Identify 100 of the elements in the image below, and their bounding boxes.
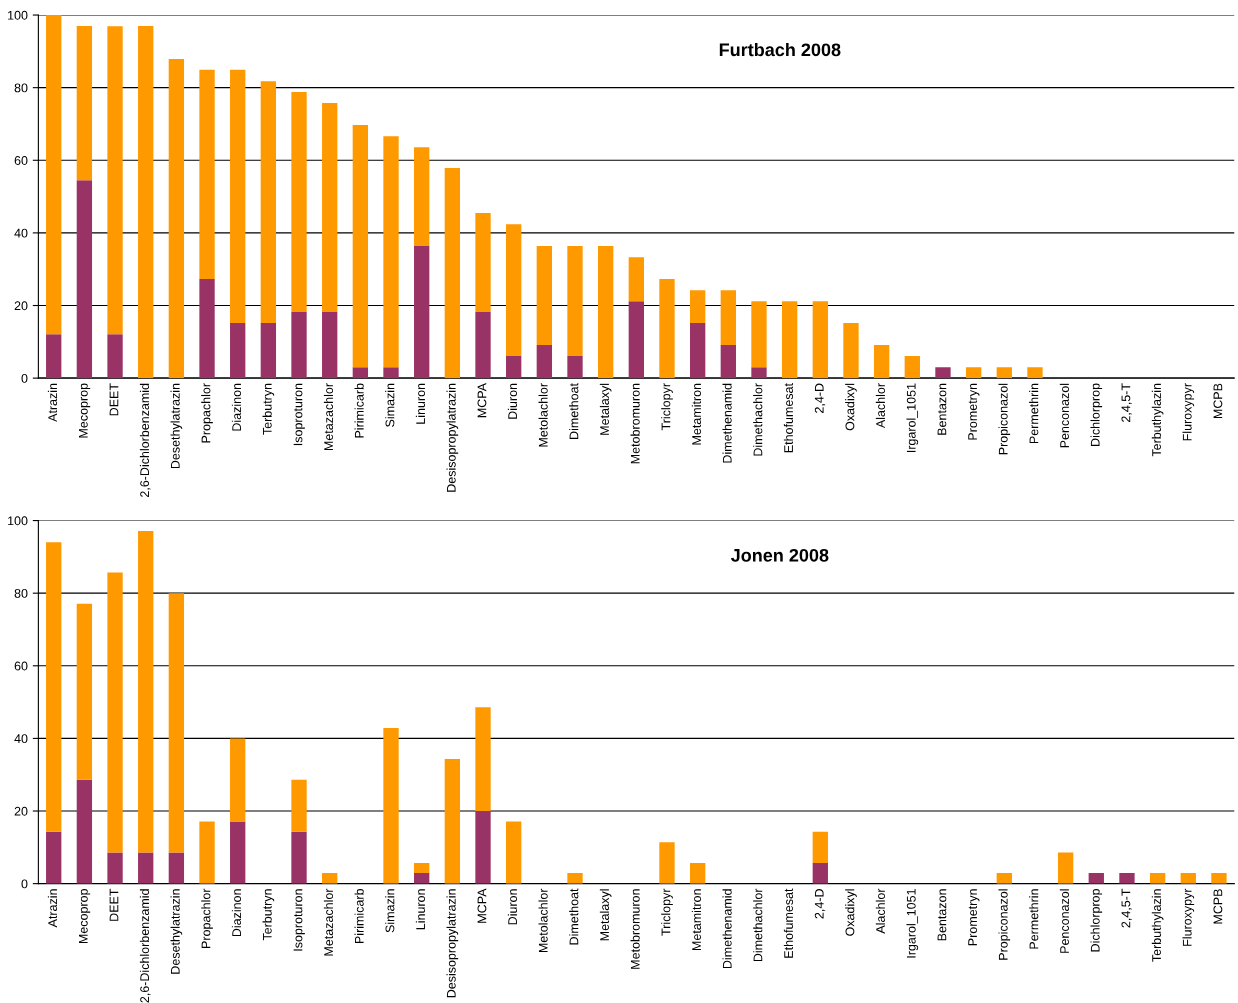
- x-tick-label: MCPB: [1213, 889, 1223, 924]
- x-tick-label: Fluroxypyr: [1182, 888, 1195, 946]
- bar: [1119, 873, 1135, 884]
- bar: [383, 367, 399, 379]
- text: Furtbach 2008: [719, 42, 841, 57]
- bar: [1088, 873, 1104, 884]
- bar: [107, 852, 123, 884]
- x-tick-label: Irgarol_1051: [906, 383, 919, 453]
- bar: [46, 542, 62, 832]
- bar: [506, 224, 522, 356]
- x-tick-label: 2,4,5-T: [1121, 888, 1132, 928]
- bar: [659, 279, 675, 379]
- x-tick-label: Metalaxyl: [599, 383, 612, 435]
- x-tick-label: Terbutryn: [262, 383, 275, 435]
- x-tick-label: Diuron: [507, 383, 518, 419]
- bar: [475, 707, 491, 812]
- bar: [628, 257, 644, 302]
- bar: [414, 862, 430, 874]
- y-tick-label: 80: [14, 588, 28, 598]
- bar: [567, 245, 583, 356]
- x-tick-label: Metamitron: [691, 889, 702, 950]
- bar: [506, 355, 522, 379]
- bar: [1149, 873, 1166, 884]
- bar: [107, 334, 123, 379]
- x-tick-label: Oxadixyl: [845, 889, 857, 936]
- bar: [383, 727, 399, 884]
- bar: [781, 301, 798, 379]
- bar: [873, 345, 890, 379]
- bar: [107, 572, 123, 853]
- bar: [1027, 367, 1043, 379]
- x-tick-label: Isoproturon: [293, 889, 305, 951]
- x-tick-label: Permethrin: [1029, 889, 1039, 949]
- bar: [720, 345, 736, 379]
- x-tick-label: Diuron: [507, 889, 518, 925]
- x-tick-label: Triclopyr: [661, 383, 673, 431]
- bar: [689, 322, 706, 379]
- bar: [812, 301, 828, 379]
- bar: [46, 15, 62, 335]
- bar: [260, 322, 277, 379]
- x-tick-label: DEET: [109, 888, 119, 921]
- bar: [812, 831, 828, 863]
- bar: [107, 26, 123, 335]
- bar: [812, 862, 828, 884]
- bar: [414, 873, 430, 884]
- bar: [567, 873, 583, 884]
- y-tick-label: 100: [8, 516, 28, 526]
- x-tick-label: MCPB: [1213, 383, 1223, 419]
- y-tick-label: 40: [14, 734, 28, 744]
- x-tick-label: Simazin: [385, 383, 395, 427]
- x-tick-label: MCPA: [477, 383, 487, 418]
- bar: [230, 738, 246, 822]
- bar: [383, 136, 399, 368]
- bar: [138, 852, 154, 884]
- y-tick-label: 0: [21, 373, 28, 383]
- x-tick-label: Desethylatrazin: [170, 383, 183, 469]
- y-tick-label: 60: [14, 661, 28, 671]
- x-tick-label: Terbuthylazin: [1151, 889, 1164, 962]
- x-tick-label: Metamitron: [691, 383, 702, 445]
- bar: [199, 69, 215, 280]
- bar: [904, 355, 920, 379]
- x-tick-label: Atrazin: [47, 889, 58, 928]
- bar: [138, 531, 154, 853]
- bar: [76, 25, 93, 181]
- bar: [1180, 873, 1196, 884]
- bar: [352, 125, 369, 368]
- x-tick-label: Propiconazol: [998, 383, 1011, 455]
- bar: [414, 245, 430, 379]
- x-tick-label: Isoproturon: [293, 383, 305, 446]
- bar: [444, 167, 461, 379]
- bar: [291, 312, 307, 379]
- bar: [1057, 852, 1074, 884]
- bar: [291, 92, 307, 313]
- x-tick-label: Dichlorprop: [1090, 889, 1103, 952]
- x-tick-label: Propachlor: [201, 888, 213, 948]
- bar: [168, 58, 185, 379]
- x-tick-label: Permethrin: [1029, 383, 1039, 444]
- x-tick-label: Metalaxyl: [599, 889, 612, 941]
- x-tick-label: Dimethenamid: [722, 383, 732, 463]
- x-tick-label: Dimethachlor: [753, 888, 763, 962]
- x-tick-label: Metazachlor: [323, 383, 334, 451]
- bar: [199, 279, 215, 379]
- x-tick-label: Metobromuron: [630, 889, 640, 969]
- y-tick-label: 0: [21, 879, 28, 889]
- bar: [689, 290, 706, 323]
- bar: [475, 811, 491, 884]
- x-tick-label: 2,4-D: [814, 889, 826, 919]
- text: Jonen 2008: [730, 548, 829, 562]
- x-tick-label: Ethofumesat: [783, 383, 794, 453]
- y-tick-label: 100: [8, 10, 28, 20]
- bar: [843, 322, 859, 379]
- y-tick-label: 60: [14, 156, 28, 165]
- bar: [230, 322, 246, 379]
- x-tick-label: Bentazon: [937, 889, 947, 941]
- bar: [352, 367, 369, 379]
- x-tick-label: Triclopyr: [661, 888, 673, 936]
- bar: [996, 873, 1012, 884]
- x-tick-label: Metobromuron: [630, 383, 640, 464]
- y-tick-label: 40: [14, 228, 28, 238]
- x-tick-label: Dimethenamid: [722, 889, 732, 969]
- bar: [536, 345, 553, 379]
